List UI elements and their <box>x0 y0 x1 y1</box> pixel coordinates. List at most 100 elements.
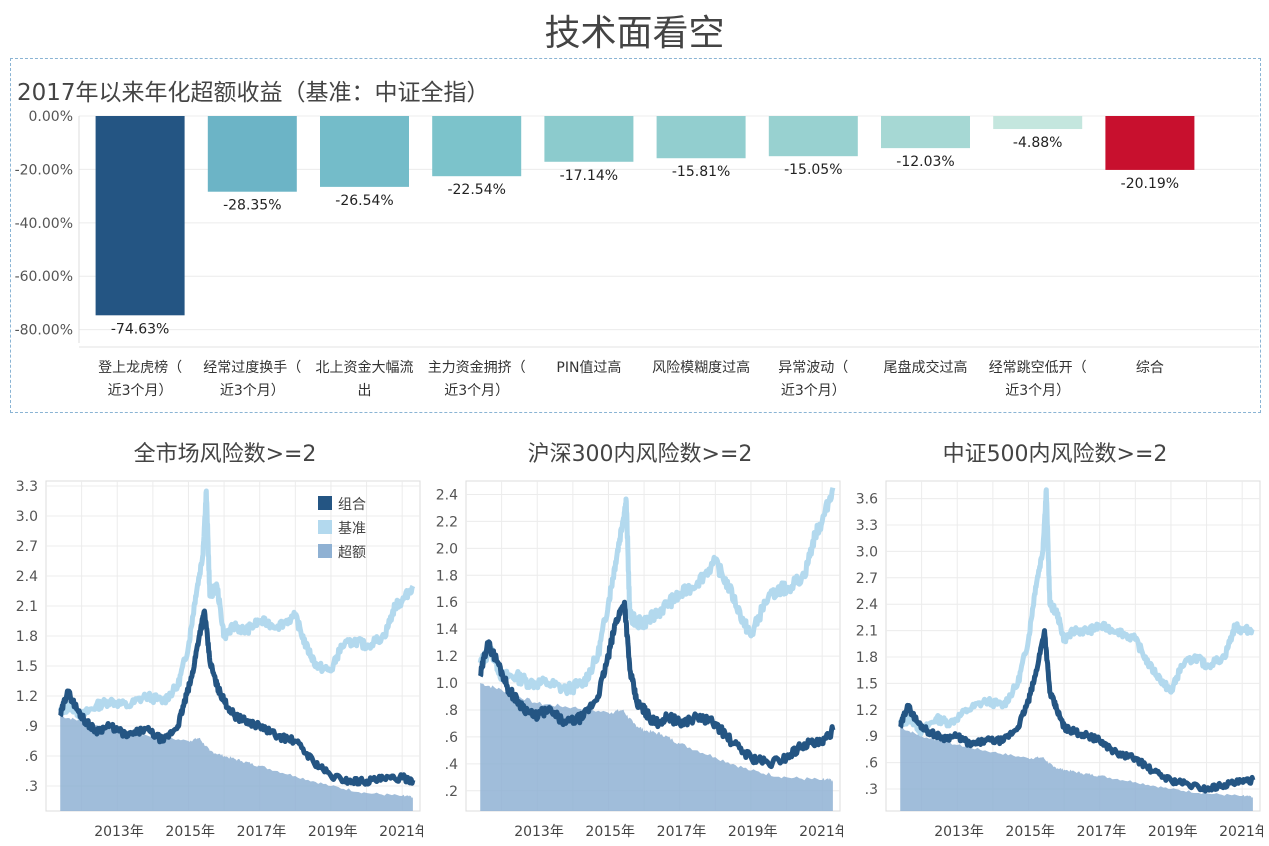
bar-value-label: -12.03% <box>896 154 954 170</box>
y-tick-label: 1.5 <box>856 676 878 692</box>
series-benchmark-line <box>57 488 416 722</box>
x-tick-label: 2013年 <box>94 824 144 840</box>
bar-value-label: -26.54% <box>335 193 393 209</box>
y-tick-label: .3 <box>25 779 38 795</box>
x-tick-label: 2017年 <box>1077 824 1127 840</box>
category-label: 风险模糊度过高 <box>652 359 750 376</box>
y-tick-label: 2.0 <box>436 541 458 557</box>
bar <box>993 116 1083 130</box>
y-tick-label: 0.00% <box>29 109 73 125</box>
y-tick-label: 3.3 <box>856 518 878 534</box>
x-tick-label: 2019年 <box>1148 824 1198 840</box>
bar <box>544 116 634 162</box>
series-portfolio-line <box>58 608 416 787</box>
bar <box>881 116 970 149</box>
bar <box>1105 116 1195 170</box>
series-benchmark-line <box>897 487 1255 737</box>
bar-value-label: -15.05% <box>784 162 842 178</box>
category-label: PIN值过高 <box>556 359 621 376</box>
category-label: 近3个月） <box>781 383 846 399</box>
x-tick-label: 2015年 <box>585 824 635 840</box>
category-label: 近3个月） <box>1005 383 1070 399</box>
series-portfolio-line <box>898 628 1256 794</box>
category-label: 近3个月） <box>220 383 285 399</box>
y-tick-label: 1.8 <box>16 629 38 645</box>
y-tick-label: .3 <box>865 782 878 798</box>
y-tick-label: 2.4 <box>436 487 458 503</box>
y-tick-label: -80.00% <box>15 323 73 339</box>
category-label: 主力资金拥挤（ <box>428 360 526 376</box>
y-tick-label: -40.00% <box>15 216 73 232</box>
category-label: 异常波动（ <box>778 360 848 376</box>
x-tick-label: 2019年 <box>308 824 358 840</box>
y-tick-label: 1.2 <box>16 689 38 705</box>
y-tick-label: 1.0 <box>436 676 458 692</box>
y-tick-label: 2.2 <box>436 514 458 530</box>
y-tick-label: .6 <box>25 749 38 765</box>
category-label: 经常过度换手（ <box>203 359 301 376</box>
category-label: 北上资金大幅流 <box>316 360 414 376</box>
y-tick-label: .8 <box>445 703 458 719</box>
bar-value-label: -15.81% <box>672 164 730 180</box>
category-label: 出 <box>358 383 372 399</box>
y-tick-label: .4 <box>445 757 458 773</box>
bar <box>656 116 746 159</box>
y-tick-label: 2.1 <box>16 599 38 615</box>
legend-swatch <box>318 544 332 558</box>
x-tick-label: 2013年 <box>934 824 984 840</box>
hs300-risk-line-chart: 2.4 2.2 2.0 1.8 1.6 1.4 1.2 1.0 .8 .6 .4 .2 2013年 201… <box>436 480 843 840</box>
bar <box>207 116 297 192</box>
category-label: 登上龙虎榜（ <box>98 359 182 376</box>
y-tick-label: .6 <box>445 730 458 746</box>
series-excess-area <box>900 727 1253 811</box>
y-tick-label: .6 <box>865 756 878 772</box>
category-label: 近3个月） <box>108 383 173 399</box>
series-benchmark-line <box>477 487 836 697</box>
x-tick-label: 2015年 <box>1005 824 1055 840</box>
series-excess-area <box>480 683 833 811</box>
bar <box>95 116 185 316</box>
zz500-chart-title: 中证500内风险数>=2 <box>942 442 1168 467</box>
y-tick-label: 1.2 <box>856 703 878 719</box>
page-title: 技术面看空 <box>544 13 725 54</box>
y-tick-label: 2.4 <box>856 597 878 613</box>
category-label: 经常跳空低开（ <box>989 360 1087 376</box>
bar-value-label: -4.88% <box>1013 135 1063 151</box>
x-tick-label: 2021年 <box>799 824 843 840</box>
legend-label: 基准 <box>338 520 366 537</box>
y-tick-label: 1.5 <box>16 659 38 675</box>
y-tick-label: 1.2 <box>436 649 458 665</box>
x-tick-label: 2013年 <box>514 824 564 840</box>
x-tick-label: 2021年 <box>379 824 423 840</box>
legend-label: 超额 <box>338 545 366 561</box>
bar <box>768 116 858 157</box>
y-tick-label: 1.6 <box>436 595 458 611</box>
series-excess-area <box>60 716 413 811</box>
bar-value-label: -22.54% <box>447 182 505 198</box>
excess-return-panel: 2017年以来年化超额收益（基准：中证全指） 0.00% -20.00% -40.0… <box>10 58 1261 413</box>
y-tick-label: 2.7 <box>856 571 878 587</box>
y-tick-label: 3.0 <box>16 509 38 525</box>
x-tick-label: 2017年 <box>237 824 287 840</box>
bar-value-label: -20.19% <box>1121 176 1179 192</box>
category-label: 综合 <box>1136 360 1164 376</box>
market-chart-title: 全市场风险数>=2 <box>133 442 317 467</box>
x-tick-label: 2017年 <box>657 824 707 840</box>
hs300-chart-title: 沪深300内风险数>=2 <box>527 442 753 467</box>
legend-swatch <box>318 520 332 534</box>
x-tick-label: 2015年 <box>165 824 215 840</box>
market-risk-line-chart: 3.3 3.0 2.7 2.4 2.1 1.8 1.5 1.2 .9 .6 .3 2013年 2015年… <box>16 479 423 840</box>
x-tick-label: 2021年 <box>1219 824 1263 840</box>
y-tick-label: 2.7 <box>16 539 38 555</box>
legend-swatch <box>318 496 332 510</box>
y-tick-label: .9 <box>865 729 878 745</box>
excess-return-bar-chart: 0.00% -20.00% -40.00% -60.00% -80.00% -74.63%… <box>15 109 1259 399</box>
y-tick-label: 3.3 <box>16 479 38 495</box>
y-tick-label: 1.8 <box>436 568 458 584</box>
y-tick-label: .2 <box>445 784 458 800</box>
bar-value-label: -28.35% <box>223 198 281 214</box>
y-tick-label: 1.4 <box>436 622 458 638</box>
y-tick-label: 1.8 <box>856 650 878 666</box>
y-tick-label: -60.00% <box>15 269 73 285</box>
y-tick-label: -20.00% <box>15 162 73 178</box>
